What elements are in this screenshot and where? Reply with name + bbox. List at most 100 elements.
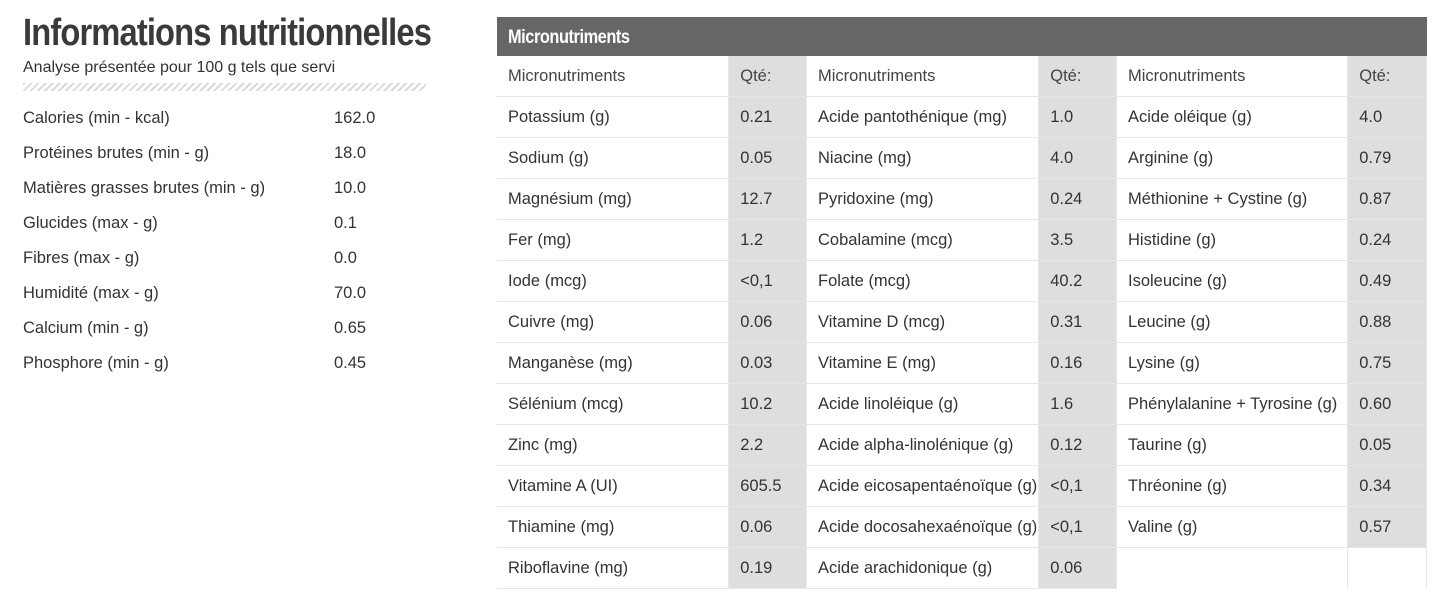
micronutrient-qty: 0.24: [1039, 179, 1116, 220]
micronutrient-qty: 0.75: [1348, 343, 1426, 384]
micronutrient-qty: 0.05: [1348, 425, 1426, 466]
micronutrient-name: Fer (mg): [497, 220, 729, 261]
nutrition-label: Phosphore (min - g): [23, 354, 169, 372]
micronutrient-name: Acide eicosapentaénoïque (g): [807, 466, 1039, 507]
empty-cell: [1117, 548, 1347, 589]
column-header-qty: Qté:: [1348, 56, 1426, 97]
micronutrient-name: Potassium (g): [497, 97, 729, 138]
column-header-qty: Qté:: [1039, 56, 1116, 97]
micronutrients-header: Micronutriments: [497, 17, 1427, 56]
nutrition-row: Humidité (max - g) 70.0: [23, 283, 426, 318]
nutrition-value: 162.0: [334, 109, 376, 127]
nutrition-row: Fibres (max - g) 0.0: [23, 248, 426, 283]
micro-name-column: Micronutriments Acide pantothénique (mg) N…: [807, 56, 1040, 589]
micronutrient-name: Isoleucine (g): [1117, 261, 1348, 302]
micronutrient-name: Valine (g): [1117, 507, 1348, 548]
column-header-name: Micronutriments: [1117, 56, 1348, 97]
nutrition-row: Calories (min - kcal) 162.0: [23, 108, 426, 143]
micronutrient-qty: 0.34: [1348, 466, 1426, 507]
column-header-name: Micronutriments: [497, 56, 729, 97]
micronutrient-qty: 0.06: [729, 302, 806, 343]
nutrition-label: Fibres (max - g): [23, 249, 140, 267]
micronutrient-name: Sodium (g): [497, 138, 729, 179]
micro-qty-column: Qté: 4.0 0.79 0.87 0.24 0.49 0.88 0.75 0.60 0.05 0…: [1348, 56, 1427, 589]
empty-cell: [1348, 548, 1426, 589]
micronutrient-qty: 0.88: [1348, 302, 1426, 343]
micro-qty-column: Qté: 1.0 4.0 0.24 3.5 40.2 0.31 0.16 1.6 0.12 <0,1…: [1039, 56, 1117, 589]
nutrition-row: Phosphore (min - g) 0.45: [23, 353, 426, 388]
nutrition-label: Glucides (max - g): [23, 214, 158, 232]
nutrition-title: Informations nutritionnelles: [23, 12, 432, 54]
micronutrient-name: Acide pantothénique (mg): [807, 97, 1039, 138]
nutrition-subtitle: Analyse présentée pour 100 g tels que se…: [23, 59, 336, 76]
micronutrient-qty: <0,1: [1039, 507, 1116, 548]
micronutrient-qty: 0.24: [1348, 220, 1426, 261]
micronutrient-qty: 10.2: [729, 384, 806, 425]
micronutrient-name: Vitamine E (mg): [807, 343, 1039, 384]
micronutrient-qty: 2.2: [729, 425, 806, 466]
micronutrient-name: Thiamine (mg): [497, 507, 729, 548]
micronutrient-name: Thréonine (g): [1117, 466, 1348, 507]
micronutrient-name: Phénylalanine + Tyrosine (g): [1117, 384, 1348, 425]
nutrition-label: Humidité (max - g): [23, 284, 159, 302]
divider-stripe: [23, 83, 426, 91]
micronutrient-qty: 0.87: [1348, 179, 1426, 220]
micronutrient-name: Pyridoxine (mg): [807, 179, 1039, 220]
micronutrient-qty: 0.03: [729, 343, 806, 384]
micronutrient-qty: 605.5: [729, 466, 806, 507]
nutrition-label: Calories (min - kcal): [23, 109, 170, 127]
micronutrient-name: Histidine (g): [1117, 220, 1348, 261]
column-header-qty: Qté:: [729, 56, 806, 97]
nutrition-row: Calcium (min - g) 0.65: [23, 318, 426, 353]
micronutrient-qty: <0,1: [729, 261, 806, 302]
micronutrient-qty: 0.06: [1039, 548, 1116, 589]
micronutrient-qty: 0.21: [729, 97, 806, 138]
micronutrients-table: Micronutriments Micronutriments Potassium…: [497, 17, 1427, 589]
micronutrient-name: Magnésium (mg): [497, 179, 729, 220]
nutrition-value: 70.0: [334, 284, 367, 302]
micro-name-column: Micronutriments Potassium (g) Sodium (g) Ma…: [497, 56, 730, 589]
micronutrient-name: Lysine (g): [1117, 343, 1348, 384]
nutrition-value: 10.0: [334, 179, 367, 197]
micronutrient-name: Acide alpha-linolénique (g): [807, 425, 1039, 466]
micro-name-column: Micronutriments Acide oléique (g) Arginine…: [1117, 56, 1349, 589]
micronutrient-name: Manganèse (mg): [497, 343, 729, 384]
nutrition-panel: Informations nutritionnelles Analyse pré…: [23, 10, 432, 388]
micronutrient-name: Leucine (g): [1117, 302, 1348, 343]
micronutrient-name: Acide linoléique (g): [807, 384, 1039, 425]
micronutrient-name: Vitamine D (mcg): [807, 302, 1039, 343]
micronutrient-qty: 0.16: [1039, 343, 1116, 384]
micro-qty-column: Qté: 0.21 0.05 12.7 1.2 <0,1 0.06 0.03 10.2 2.2 60…: [729, 56, 807, 589]
micronutrient-qty: 0.31: [1039, 302, 1116, 343]
micronutrient-qty: 0.60: [1348, 384, 1426, 425]
micronutrient-name: Cobalamine (mcg): [807, 220, 1039, 261]
micronutrient-name: Acide oléique (g): [1117, 97, 1348, 138]
nutrition-value: 0.65: [334, 319, 367, 337]
micronutrient-name: Riboflavine (mg): [497, 548, 729, 589]
micronutrient-qty: 0.57: [1348, 507, 1426, 548]
nutrition-label: Matières grasses brutes (min - g): [23, 179, 266, 197]
nutrition-list: Calories (min - kcal) 162.0 Protéines bru…: [23, 108, 426, 388]
micronutrients-grid: Micronutriments Potassium (g) Sodium (g) Ma…: [497, 56, 1427, 589]
micronutrient-name: Acide docosahexaénoïque (g): [807, 507, 1039, 548]
nutrition-row: Matières grasses brutes (min - g) 10.0: [23, 178, 426, 213]
micronutrients-title: Micronutriments: [508, 27, 630, 48]
micronutrient-qty: 0.12: [1039, 425, 1116, 466]
micronutrient-qty: 4.0: [1039, 138, 1116, 179]
micronutrient-qty: 0.05: [729, 138, 806, 179]
micronutrient-qty: 0.06: [729, 507, 806, 548]
micronutrient-name: Méthionine + Cystine (g): [1117, 179, 1348, 220]
micronutrient-name: Sélénium (mcg): [497, 384, 729, 425]
micronutrient-qty: 0.19: [729, 548, 806, 589]
nutrition-row: Protéines brutes (min - g) 18.0: [23, 143, 426, 178]
micronutrient-qty: 1.2: [729, 220, 806, 261]
nutrition-value: 0.0: [334, 249, 357, 267]
nutrition-value: 0.45: [334, 354, 367, 372]
micronutrient-qty: 1.0: [1039, 97, 1116, 138]
nutrition-label: Calcium (min - g): [23, 319, 149, 337]
nutrition-value: 0.1: [334, 214, 357, 232]
micronutrient-name: Zinc (mg): [497, 425, 729, 466]
nutrition-label: Protéines brutes (min - g): [23, 144, 210, 162]
micronutrient-qty: 1.6: [1039, 384, 1116, 425]
micronutrient-name: Cuivre (mg): [497, 302, 729, 343]
